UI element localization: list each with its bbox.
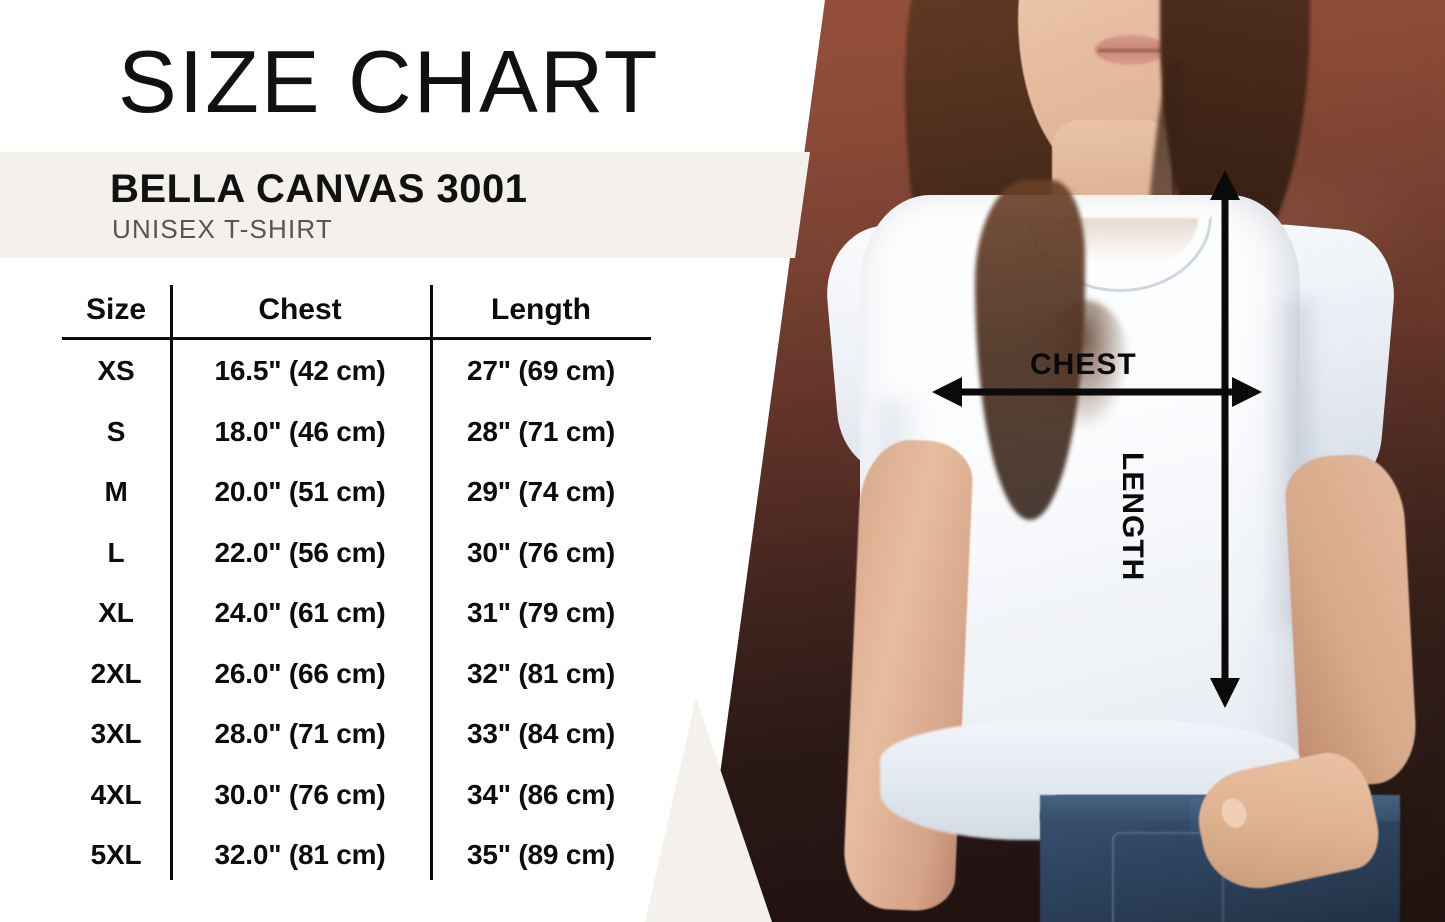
cell-length: 28" (71 cm) [466, 415, 616, 447]
cell-chest: 20.0" (51 cm) [214, 476, 386, 508]
table-divider-2 [430, 285, 433, 880]
table-divider-1 [170, 285, 173, 880]
size-table-body: XS 16.5" (42 cm) 27" (69 cm) S 18.0" (46… [62, 341, 652, 886]
cell-size: S [106, 415, 126, 447]
table-row: M 20.0" (51 cm) 29" (74 cm) [62, 462, 652, 523]
cell-length: 34" (86 cm) [466, 778, 616, 810]
table-row: L 22.0" (56 cm) 30" (76 cm) [62, 523, 652, 584]
table-row: S 18.0" (46 cm) 28" (71 cm) [62, 402, 652, 463]
cell-chest: 18.0" (46 cm) [214, 415, 386, 447]
model-arm-left [841, 437, 975, 913]
size-table-head: Size Chest Length [62, 283, 652, 341]
table-header-row: Size Chest Length [62, 283, 652, 341]
cell-size: M [104, 476, 128, 508]
cell-chest: 26.0" (66 cm) [214, 657, 386, 689]
cell-length: 35" (89 cm) [466, 839, 616, 871]
cell-size: 4XL [90, 778, 142, 810]
cell-chest: 16.5" (42 cm) [214, 355, 386, 387]
column-header-length: Length [491, 293, 591, 326]
cell-chest: 30.0" (76 cm) [214, 778, 386, 810]
cell-length: 32" (81 cm) [466, 657, 616, 689]
brand-banner-background [0, 152, 810, 258]
cell-size: 3XL [90, 718, 142, 750]
cell-length: 30" (76 cm) [466, 536, 616, 568]
column-header-size: Size [85, 293, 147, 326]
page-title: SIZE CHART [118, 32, 660, 131]
cell-size: XL [98, 597, 134, 629]
size-table: Size Chest Length XS 16.5" (42 cm) 27" (… [62, 283, 652, 886]
model-lip-line [1098, 49, 1164, 52]
cell-size: XS [97, 355, 135, 387]
cell-chest: 22.0" (56 cm) [214, 536, 386, 568]
cell-chest: 28.0" (71 cm) [214, 718, 386, 750]
cell-length: 29" (74 cm) [466, 476, 616, 508]
cell-length: 31" (79 cm) [466, 597, 616, 629]
cell-length: 33" (84 cm) [466, 718, 616, 750]
table-row: 3XL 28.0" (71 cm) 33" (84 cm) [62, 704, 652, 765]
cell-length: 27" (69 cm) [466, 355, 616, 387]
cell-chest: 32.0" (81 cm) [214, 839, 386, 871]
hair-curl [1040, 300, 1130, 430]
brand-subtitle: UNISEX T-SHIRT [112, 214, 333, 244]
table-row: 2XL 26.0" (66 cm) 32" (81 cm) [62, 644, 652, 705]
table-row: XL 24.0" (61 cm) 31" (79 cm) [62, 583, 652, 644]
table-row: 5XL 32.0" (81 cm) 35" (89 cm) [62, 825, 652, 886]
jeans-pocket [1112, 832, 1210, 922]
table-row: 4XL 30.0" (76 cm) 34" (86 cm) [62, 765, 652, 826]
cell-chest: 24.0" (61 cm) [214, 597, 386, 629]
cell-size: 5XL [90, 839, 142, 871]
cell-size: L [107, 536, 125, 568]
brand-name: BELLA CANVAS 3001 [110, 167, 528, 211]
column-header-chest: Chest [258, 293, 342, 326]
model-arm-right [1283, 452, 1419, 788]
table-row: XS 16.5" (42 cm) 27" (69 cm) [62, 341, 652, 402]
cell-size: 2XL [90, 657, 142, 689]
table-header-rule [62, 337, 651, 340]
